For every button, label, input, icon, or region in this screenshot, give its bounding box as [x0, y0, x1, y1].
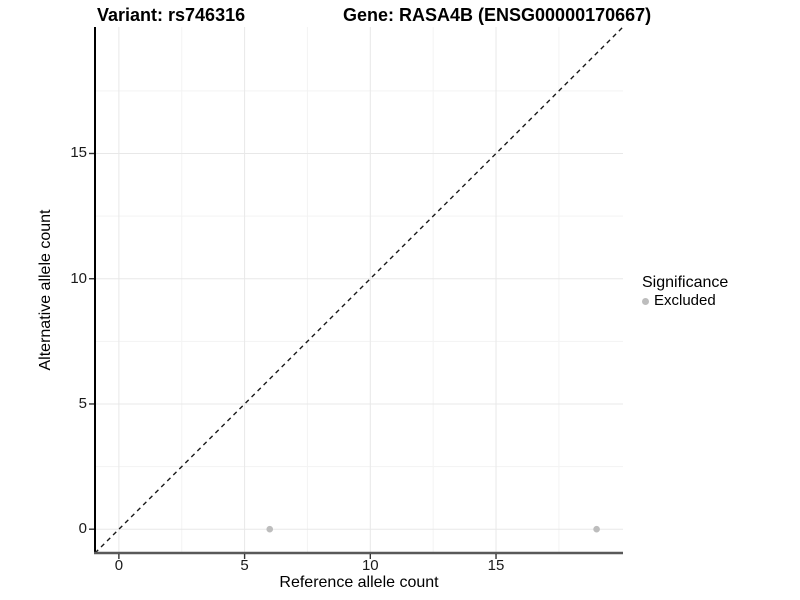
x-tick-label: 0	[114, 557, 124, 574]
y-tick-label: 10	[70, 269, 87, 287]
identity-dashed-line	[94, 26, 624, 554]
legend-point-icon	[642, 297, 649, 305]
x-axis-title: Reference allele count	[279, 574, 439, 591]
x-tick-label: 10	[361, 557, 379, 574]
x-tick-label: 5	[240, 557, 249, 574]
legend-item-excluded: Excluded	[642, 293, 728, 309]
plot-title-variant: Variant: rs746316	[97, 5, 246, 25]
y-axis-title: Alternative allele count	[37, 209, 54, 371]
legend: Significance Excluded	[642, 274, 728, 309]
y-tick-label: 5	[78, 394, 87, 412]
legend-item-label: Excluded	[654, 292, 716, 309]
y-tick-label: 15	[70, 144, 87, 162]
plot-title-gene: Gene: RASA4B (ENSG00000170667)	[343, 5, 652, 25]
data-point	[266, 525, 274, 533]
legend-title: Significance	[642, 274, 729, 291]
y-tick-label: 0	[78, 520, 87, 538]
data-point	[593, 525, 600, 533]
x-tick-label: 15	[487, 557, 505, 574]
